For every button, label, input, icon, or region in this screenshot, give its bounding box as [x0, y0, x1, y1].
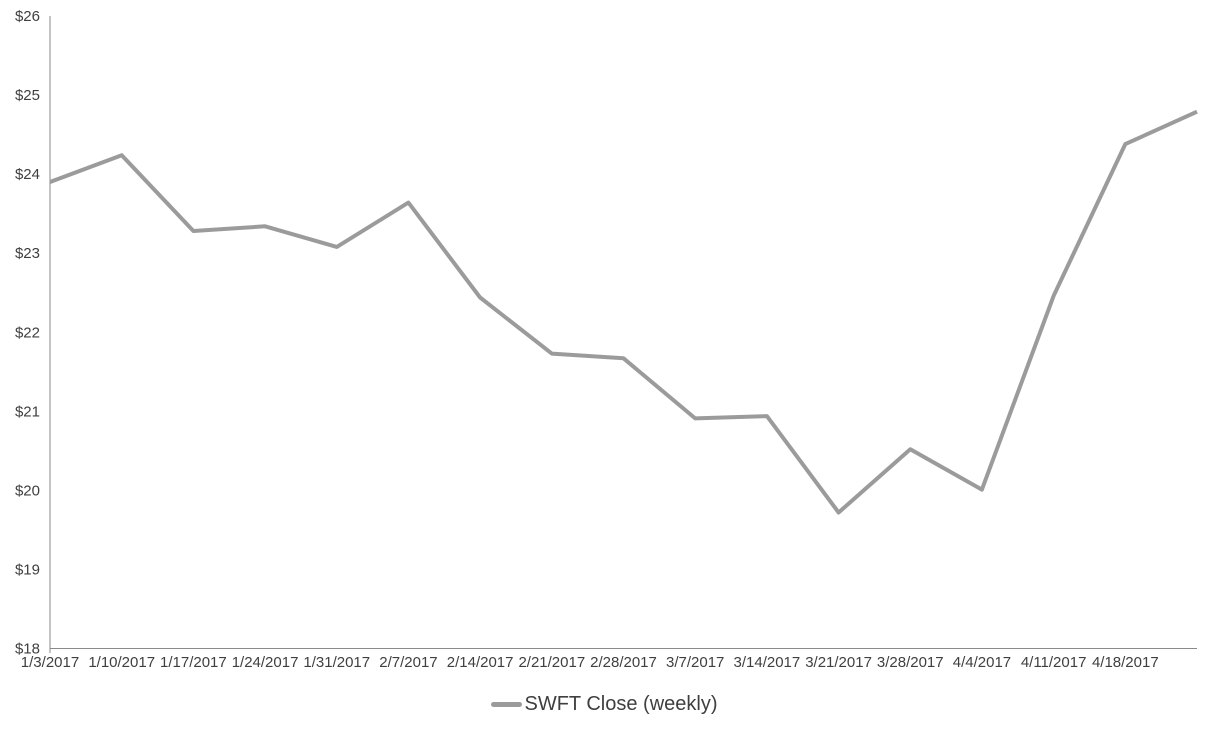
- x-tick-label: 4/4/2017: [953, 654, 1011, 671]
- legend-label: SWFT Close (weekly): [524, 693, 718, 715]
- x-tick-label: 4/11/2017: [1021, 654, 1087, 671]
- x-tick-label: 3/28/2017: [877, 654, 944, 671]
- x-tick-label: 3/14/2017: [734, 654, 801, 671]
- x-tick-label: 3/21/2017: [805, 654, 872, 671]
- x-tick-label: 2/28/2017: [590, 654, 657, 671]
- y-tick-label: $22: [15, 324, 40, 341]
- series-line: [49, 109, 1198, 515]
- x-tick-label: 2/7/2017: [379, 654, 437, 671]
- x-tick-label: 1/10/2017: [88, 654, 155, 671]
- y-tick-label: $26: [15, 8, 40, 25]
- y-tick-label: $18: [15, 641, 40, 658]
- x-tick-label: 2/14/2017: [447, 654, 514, 671]
- y-tick-label: $25: [15, 87, 40, 104]
- x-tick-label: 1/31/2017: [303, 654, 370, 671]
- legend: SWFT Close (weekly): [0, 691, 1208, 717]
- x-tick-label: 2/21/2017: [518, 654, 585, 671]
- y-tick-label: $20: [15, 482, 40, 499]
- x-tick-label: 1/24/2017: [232, 654, 299, 671]
- x-tick-label: 1/17/2017: [160, 654, 227, 671]
- y-tick-label: $24: [15, 166, 40, 183]
- plot-area: $18 $19 $20 $21 $22 $23 $24 $25 $26 1/3/2017 1/10/…: [15, 8, 1198, 671]
- x-tick-label: 3/7/2017: [666, 654, 724, 671]
- x-tick-label: 1/3/2017: [21, 654, 79, 671]
- legend-line-swatch: [490, 701, 522, 707]
- y-tick-label: $21: [15, 403, 40, 420]
- y-tick-label: $19: [15, 561, 40, 578]
- x-tick-label: 4/18/2017: [1092, 654, 1159, 671]
- y-tick-label: $23: [15, 245, 40, 262]
